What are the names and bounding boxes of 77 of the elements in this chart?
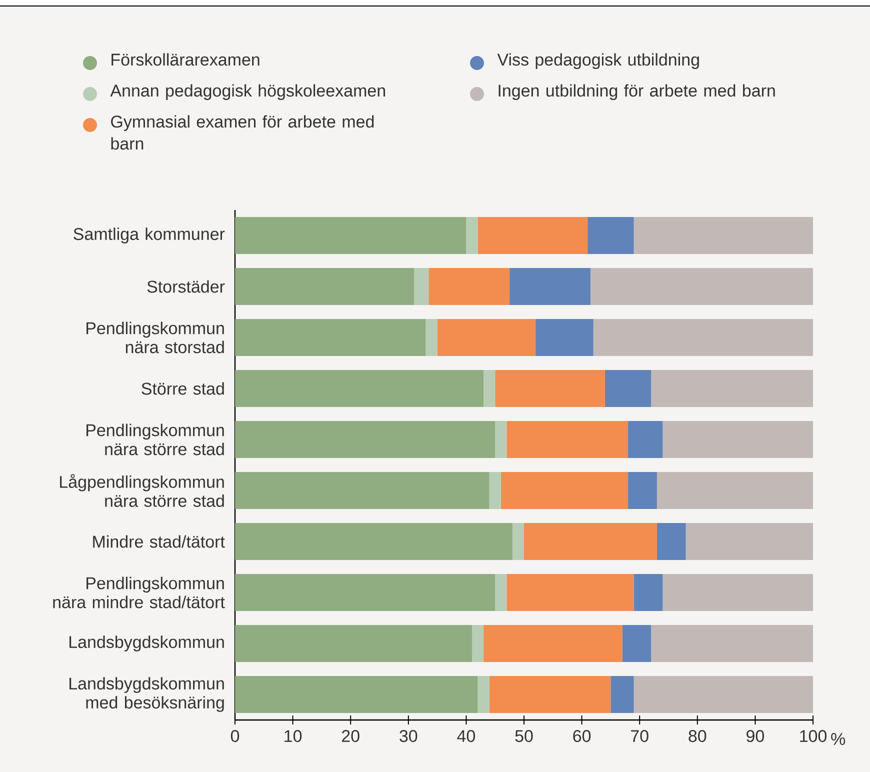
x-tick-label: 60 <box>573 730 591 742</box>
legend-label: Förskollärarexamen <box>112 53 260 66</box>
bar <box>622 625 652 662</box>
bar <box>235 268 414 305</box>
bar <box>524 523 657 560</box>
y-tick-label: Pendlingskommun nära storstad <box>86 322 224 354</box>
x-axis-title: % <box>831 733 846 745</box>
bar <box>628 472 657 509</box>
y-tick-label: Pendlingskommun nära mindre stad/tätort <box>53 576 225 608</box>
bar <box>628 421 663 458</box>
y-tick-label: Mindre stad/tätort <box>93 535 225 548</box>
bar <box>235 676 478 714</box>
bar <box>610 676 634 714</box>
bar <box>235 318 426 356</box>
bar <box>506 421 628 458</box>
bar <box>651 370 814 407</box>
bar <box>466 216 478 254</box>
x-tick-label: 90 <box>746 730 764 742</box>
bar <box>235 625 472 662</box>
y-tick-label: Landsbygdskommun med besöksnäring <box>70 677 224 712</box>
bar <box>414 268 429 305</box>
x-tick-label: 100 <box>800 730 827 742</box>
bar <box>426 318 438 356</box>
bar <box>495 370 605 407</box>
bar <box>484 370 496 407</box>
bar <box>495 421 507 458</box>
bar <box>500 472 628 509</box>
bar <box>662 421 814 458</box>
bar <box>235 574 496 612</box>
legend-label: Viss pedagogisk utbildning <box>497 53 699 70</box>
legend-label: Annan pedagogisk högskoleexamen <box>110 84 386 100</box>
bar <box>235 523 512 560</box>
bar <box>686 523 814 560</box>
y-tick-label: Lågpendlingskommun nära större stad <box>60 474 224 507</box>
legend-label: Gymnasial examen för arbete med barn <box>111 115 374 150</box>
bar <box>593 318 814 356</box>
bar <box>634 216 814 254</box>
y-tick-label: Storstäder <box>147 280 225 293</box>
bar <box>235 216 466 254</box>
bar <box>662 574 814 612</box>
bar <box>588 216 634 254</box>
x-tick-label: 20 <box>342 730 360 742</box>
bar <box>512 523 524 560</box>
bar <box>235 472 490 509</box>
x-tick-label: 10 <box>284 730 302 742</box>
bar <box>489 676 611 714</box>
bar <box>478 676 490 714</box>
y-tick-label: Större stad <box>142 382 224 395</box>
bar <box>634 676 814 714</box>
bar <box>656 523 686 560</box>
bar <box>235 370 484 407</box>
bar <box>478 216 588 254</box>
bar <box>536 318 594 356</box>
y-tick-label: Landsbygdskommun <box>70 636 224 652</box>
x-tick-label: 0 <box>230 730 240 742</box>
bar <box>495 574 507 612</box>
bar <box>506 574 634 612</box>
bar <box>472 625 484 662</box>
x-tick-label: 80 <box>688 730 706 742</box>
bar <box>489 472 501 509</box>
bar <box>484 625 622 662</box>
bar <box>510 268 590 305</box>
y-tick-label: Pendlingskommun nära större stad <box>86 424 224 456</box>
bar <box>437 318 536 356</box>
legend-label: Ingen utbildning för arbete med barn <box>498 84 775 100</box>
x-tick-label: 50 <box>515 730 533 742</box>
bar <box>634 574 663 612</box>
y-tick-label: Samtliga kommuner <box>74 228 225 244</box>
bar <box>428 268 510 305</box>
x-tick-label: 40 <box>457 730 475 742</box>
x-tick-label: 30 <box>400 730 418 742</box>
bar <box>590 268 814 305</box>
bar <box>651 625 814 662</box>
bar <box>656 472 814 509</box>
bar <box>235 421 496 458</box>
bar <box>604 370 652 407</box>
x-tick-label: 70 <box>631 730 648 742</box>
